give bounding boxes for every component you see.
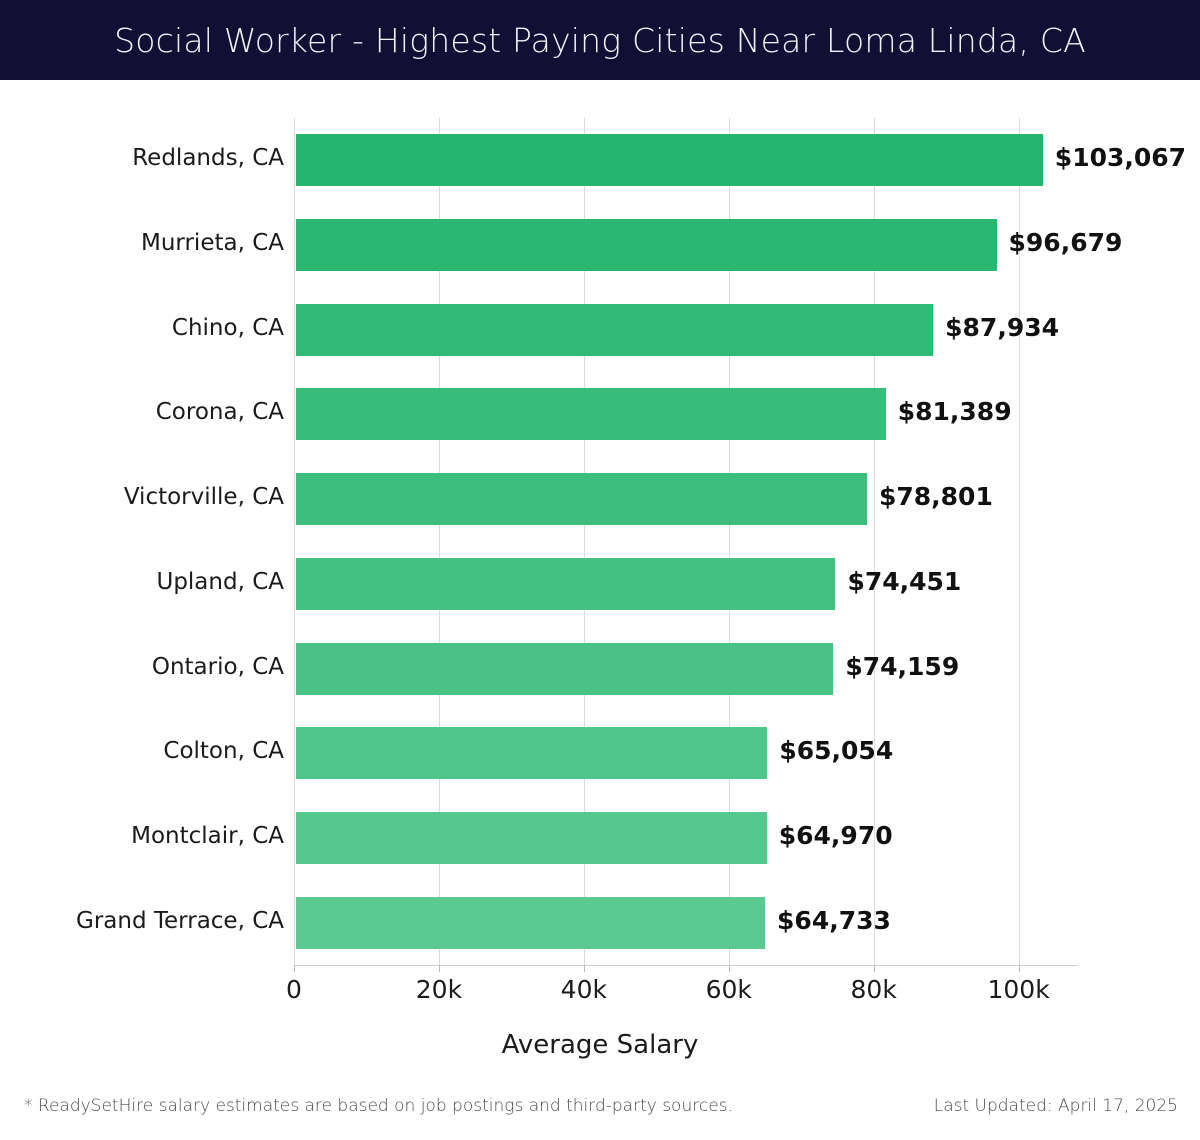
gridline <box>873 118 875 965</box>
bar-value-label: $65,054 <box>779 736 894 766</box>
bar <box>296 134 1043 187</box>
gridline <box>438 118 440 965</box>
x-axis-tick <box>1018 965 1020 972</box>
category-label: Victorville, CA <box>123 484 284 511</box>
footer-disclaimer: * ReadySetHire salary estimates are base… <box>24 1096 733 1116</box>
x-axis-tick-label: 100k <box>987 975 1050 1004</box>
x-axis-line <box>294 965 1078 966</box>
plot-area <box>294 118 1078 972</box>
category-label: Corona, CA <box>155 399 284 426</box>
gridline <box>1018 118 1020 965</box>
x-axis-tick-label: 80k <box>850 975 897 1004</box>
bar-value-label: $64,970 <box>778 820 893 850</box>
bar-value-label: $87,934 <box>945 312 1060 342</box>
gridline <box>728 118 730 965</box>
gridline <box>294 118 295 965</box>
bar-value-label: $96,679 <box>1008 228 1123 258</box>
category-label: Grand Terrace, CA <box>76 907 284 934</box>
bar-value-label: $81,389 <box>897 397 1012 427</box>
bar-value-label: $78,801 <box>878 482 993 512</box>
bar-value-label: $103,067 <box>1054 143 1187 173</box>
x-axis-tick <box>583 965 585 972</box>
x-axis-tick <box>294 965 295 972</box>
x-axis-title: Average Salary <box>501 1030 699 1060</box>
x-axis-tick-label: 40k <box>560 975 607 1004</box>
bar <box>296 388 886 441</box>
category-label: Montclair, CA <box>131 822 284 849</box>
bar <box>296 219 997 272</box>
bar <box>296 303 934 356</box>
category-axis-labels: Redlands, CA Murrieta, CA Chino, CA Corona,… <box>0 118 284 965</box>
bar <box>296 557 836 610</box>
gridline <box>583 118 585 965</box>
category-label: Upland, CA <box>156 568 284 595</box>
x-axis-tick <box>728 965 730 972</box>
x-axis-tick-label: 0 <box>286 975 302 1004</box>
category-label: Colton, CA <box>163 738 284 765</box>
bar <box>296 896 766 949</box>
category-label: Chino, CA <box>171 314 284 341</box>
bar <box>296 642 834 695</box>
category-label: Redlands, CA <box>132 145 284 172</box>
bar <box>296 473 867 526</box>
footer-last-updated: Last Updated: April 17, 2025 <box>933 1096 1178 1116</box>
chart-title-bar: Social Worker - Highest Paying Cities Ne… <box>0 0 1200 80</box>
category-label: Ontario, CA <box>151 653 284 680</box>
bar-value-label: $74,159 <box>845 651 960 681</box>
x-axis-tick <box>438 965 440 972</box>
page-title: Social Worker - Highest Paying Cities Ne… <box>114 20 1086 60</box>
bar-value-label: $74,451 <box>847 566 962 596</box>
bar <box>296 727 768 780</box>
bar <box>296 811 767 864</box>
x-axis-tick-label: 60k <box>705 975 752 1004</box>
x-axis-tick <box>873 965 875 972</box>
bar-value-label: $64,733 <box>777 905 891 935</box>
x-axis-tick-label: 20k <box>415 975 463 1004</box>
category-label: Murrieta, CA <box>141 230 284 257</box>
